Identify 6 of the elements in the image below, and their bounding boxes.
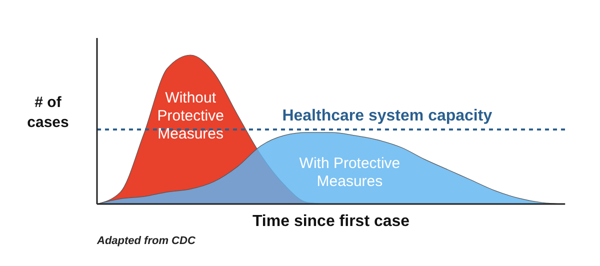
x-axis-title: Time since first case (252, 213, 410, 230)
text: Adapted from CDC (96, 235, 196, 247)
ref-line-label: Healthcare system capacity (282, 108, 492, 124)
y-axis-title: # of cases (27, 94, 69, 131)
series-label: Without Protective Measures (157, 90, 224, 143)
series-label: With Protective Measures (299, 155, 400, 190)
